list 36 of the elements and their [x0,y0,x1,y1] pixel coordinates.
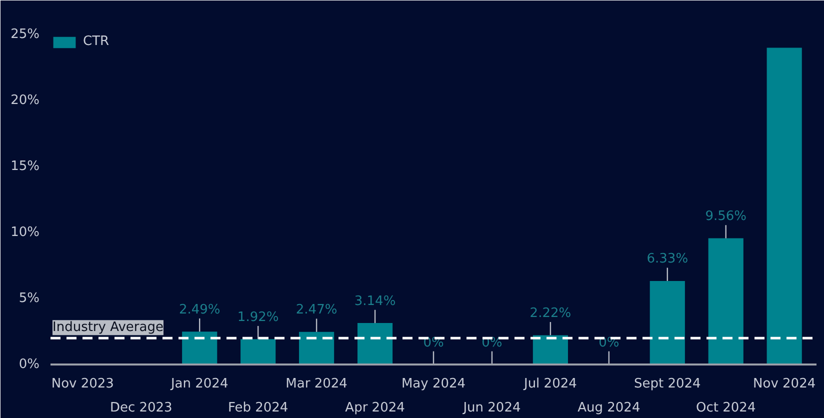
x-tick-label: Mar 2024 [286,376,348,392]
bar [357,323,393,364]
data-label: 2.47% [296,302,338,318]
y-tick-label: 10% [10,225,40,240]
bar [532,335,568,364]
y-tick-label: 15% [10,159,40,174]
y-tick-label: 5% [18,291,40,306]
bar [708,238,744,364]
y-tick-label: 25% [10,27,40,42]
x-tick-label: Sept 2024 [634,376,701,392]
legend-label: CTR [83,34,110,49]
x-tick-label: Feb 2024 [228,400,288,416]
x-tick-label: Jul 2024 [522,376,577,392]
data-label: 1.92% [237,310,279,325]
bar [182,332,218,364]
x-tick-label: Nov 2023 [51,376,114,392]
ref-line-label: Industry Average [52,320,164,336]
x-tick-label: Nov 2024 [753,376,816,392]
x-tick-label: Oct 2024 [696,400,756,416]
y-tick-label: 0% [18,357,40,372]
x-tick-label: Jun 2024 [462,400,521,416]
data-label: 3.14% [354,294,396,309]
data-label: 2.22% [530,306,572,321]
data-label: 6.33% [646,252,688,267]
bar [240,339,276,364]
bar [766,48,802,364]
y-tick-label: 20% [10,93,40,108]
x-tick-label: May 2024 [401,376,466,392]
bar [650,280,685,364]
x-tick-label: Apr 2024 [345,400,405,416]
x-tick-label: Aug 2024 [578,400,640,416]
data-label: 9.56% [705,209,747,224]
data-label: 2.49% [178,302,220,318]
x-tick-label: Dec 2023 [110,400,172,416]
bar [299,332,334,364]
x-tick-label: Jan 2024 [170,376,228,392]
